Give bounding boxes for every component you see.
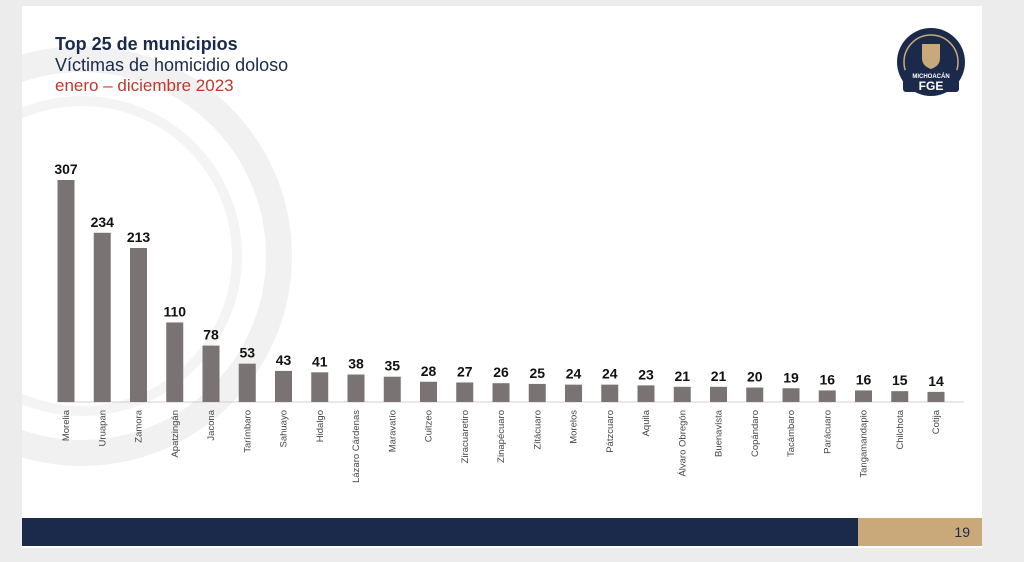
bar [855, 390, 872, 402]
chart-subtitle: Víctimas de homicidio doloso [55, 55, 289, 75]
slide: Top 25 de municipios Víctimas de homicid… [22, 6, 982, 548]
chart-period: enero – diciembre 2023 [55, 76, 234, 95]
tick-label: Apatzingán [170, 410, 181, 458]
tick-label: Lázaro Cárdenas [351, 410, 362, 483]
bar [891, 391, 909, 402]
bar [673, 386, 691, 402]
data-label: 307 [54, 161, 78, 177]
data-label: 78 [203, 327, 219, 343]
bar [818, 390, 836, 402]
tick-label: Maravatío [387, 410, 398, 452]
tick-label: Zinapécuaro [496, 410, 507, 463]
data-label: 25 [529, 365, 545, 381]
bar [202, 345, 220, 402]
bar [166, 322, 184, 402]
data-label: 19 [783, 369, 799, 385]
bar [238, 363, 256, 402]
logo-acronym: FGE [919, 79, 944, 93]
data-label: 27 [457, 363, 473, 379]
tick-label: Cuitzeo [424, 410, 435, 442]
bar [383, 376, 401, 402]
tick-label: Uruapan [97, 410, 108, 446]
data-label: 16 [819, 371, 835, 387]
data-label: 21 [711, 368, 727, 384]
bar [130, 247, 147, 402]
chart-title: Top 25 de municipios [55, 34, 238, 54]
data-label: 21 [674, 368, 690, 384]
tick-label: Aquila [641, 409, 652, 436]
bar-chart: 307 Morelia 234 Uruapan 213 Zamora 110 Apatzing… [54, 161, 965, 483]
data-label: 24 [566, 366, 582, 382]
bar [782, 388, 800, 402]
tick-label: Tangamandapio [859, 410, 870, 478]
data-label: 28 [421, 363, 437, 379]
bar [93, 232, 111, 402]
tick-label: Chilchota [895, 409, 906, 449]
bar [637, 385, 655, 402]
data-label: 41 [312, 353, 328, 369]
tick-label: Buenavista [714, 409, 725, 457]
tick-label: Pátzcuaro [605, 410, 616, 453]
tick-label: Morelia [61, 409, 72, 441]
data-label: 14 [928, 373, 944, 389]
tick-label: Álvaro Obregón [677, 410, 688, 477]
tick-label: Tarímbaro [242, 410, 253, 453]
data-label: 26 [493, 364, 509, 380]
data-label: 110 [163, 303, 186, 319]
data-label: 16 [856, 371, 872, 387]
bar [927, 391, 945, 402]
bar [311, 372, 329, 402]
bar [456, 382, 474, 402]
bar [746, 387, 764, 402]
data-label: 53 [239, 345, 255, 361]
data-label: 213 [127, 229, 151, 245]
tick-label: Parácuaro [822, 410, 833, 454]
bar [57, 180, 75, 402]
tick-label: Ziracuaretiro [460, 410, 471, 463]
tick-label: Morelos [569, 410, 580, 444]
data-label: 43 [276, 352, 292, 368]
bar [565, 384, 582, 402]
data-label: 23 [638, 366, 654, 382]
tick-label: Tacámbaro [786, 410, 797, 457]
data-label: 234 [91, 214, 115, 230]
tick-label: Sahuayo [279, 410, 290, 448]
data-label: 15 [892, 372, 908, 388]
bar [492, 383, 510, 402]
page-number: 19 [954, 524, 970, 540]
bar [420, 381, 437, 402]
footer-bar [22, 518, 858, 546]
data-label: 35 [384, 358, 400, 374]
data-label: 24 [602, 366, 618, 382]
tick-label: Zamora [134, 409, 145, 442]
tick-label: Cotija [931, 409, 942, 434]
bar [710, 386, 727, 402]
bar [347, 374, 365, 402]
shield-icon [922, 44, 940, 69]
bar [528, 383, 546, 402]
bar [275, 370, 292, 402]
footer-page-box: 19 [858, 518, 982, 546]
bar [601, 384, 619, 402]
fge-logo: MICHOACÁN FGE [897, 28, 965, 96]
tick-label: Zitácuaro [532, 410, 543, 450]
tick-label: Hidalgo [315, 410, 326, 442]
data-label: 20 [747, 369, 763, 385]
data-label: 38 [348, 356, 364, 372]
tick-label: Jacona [206, 409, 217, 440]
tick-label: Copándaro [750, 410, 761, 457]
logo-state: MICHOACÁN [912, 73, 949, 80]
